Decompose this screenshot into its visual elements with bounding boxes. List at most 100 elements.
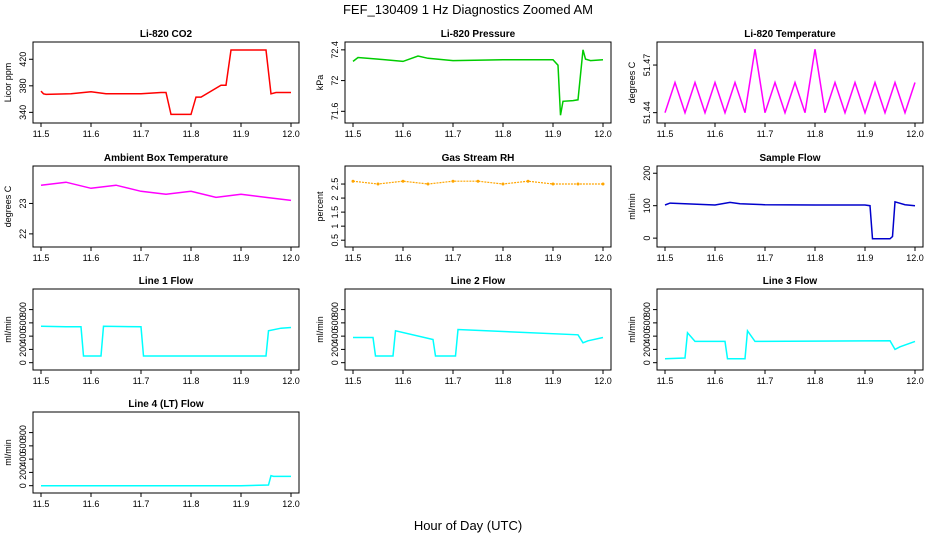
x-tick-label: 11.7	[133, 499, 150, 509]
x-tick-label: 11.5	[657, 129, 674, 139]
y-tick-label: 600	[642, 315, 652, 330]
y-tick-label: 0.5	[330, 234, 340, 247]
data-series	[353, 328, 604, 357]
y-tick-label: 400	[330, 329, 340, 344]
x-tick-label: 11.6	[83, 129, 100, 139]
x-tick-label: 11.6	[83, 253, 100, 263]
plot-frame	[32, 411, 300, 494]
y-tick-label: 800	[18, 302, 28, 317]
y-tick-label: 2.5	[330, 178, 340, 191]
data-series	[40, 325, 292, 357]
x-tick-label: 11.5	[345, 129, 362, 139]
x-tick-label: 12.0	[594, 253, 612, 263]
panel-8: Line 2 Flow 11.5 11.6 11.7 11.8 11.9 12.0 0 2004…	[315, 276, 612, 386]
plot-frame	[344, 288, 612, 371]
x-tick-label: 11.7	[445, 253, 462, 263]
y-tick-label: 800	[642, 302, 652, 317]
x-tick-label: 11.9	[857, 129, 874, 139]
panel-title: Li-820 Pressure	[441, 29, 516, 40]
x-tick-label: 12.0	[282, 253, 300, 263]
x-tick-label: 11.6	[83, 499, 100, 509]
x-tick-label: 11.9	[857, 253, 874, 263]
y-tick-label: 200	[642, 166, 652, 181]
panel-title: Line 1 Flow	[139, 276, 194, 287]
x-tick-label: 11.9	[233, 499, 250, 509]
y-tick-label: 800	[330, 302, 340, 317]
x-tick-label: 12.0	[282, 499, 300, 509]
x-tick-label: 11.9	[857, 376, 874, 386]
y-axis-label: percent	[315, 191, 325, 222]
y-tick-label: 420	[18, 52, 28, 67]
y-tick-label: 0	[642, 236, 652, 241]
panel-2: Li-820 Pressure 11.5 11.6 11.7 11.8 11.9 12.0 7…	[315, 29, 612, 139]
plot-frame	[656, 288, 924, 371]
y-tick-label: 1.5	[330, 206, 340, 219]
plot-frame	[32, 288, 300, 371]
plot-frame	[344, 41, 612, 124]
y-tick-label: 0	[18, 360, 28, 365]
y-tick-label: 51.47	[642, 54, 652, 77]
x-tick-label: 11.9	[545, 129, 562, 139]
panel-title: Ambient Box Temperature	[104, 153, 229, 164]
y-tick-label: 0	[330, 360, 340, 365]
x-tick-label: 11.8	[495, 129, 512, 139]
y-tick-label: 400	[642, 329, 652, 344]
y-axis-label: ml/min	[627, 193, 637, 220]
y-tick-label: 200	[18, 342, 28, 357]
y-axis-label: Licor ppm	[3, 63, 13, 103]
data-series	[664, 49, 916, 116]
panel-1: Li-820 CO2 11.5 11.6 11.7 11.8 11.9 12.0 340 380…	[3, 29, 300, 139]
x-tick-label: 11.6	[707, 376, 724, 386]
y-tick-label: 2	[330, 196, 340, 201]
y-tick-label: 600	[330, 315, 340, 330]
y-axis-label: ml/min	[627, 316, 637, 343]
x-tick-label: 11.8	[495, 376, 512, 386]
y-tick-label: 72.4	[330, 41, 340, 59]
panel-title: Line 2 Flow	[451, 276, 506, 287]
y-tick-label: 71.6	[330, 103, 340, 121]
data-series	[352, 49, 604, 116]
x-tick-label: 11.7	[757, 376, 774, 386]
panel-3: Li-820 Temperature 11.5 11.6 11.7 11.8 11.9 12…	[627, 29, 924, 139]
data-series	[664, 200, 916, 240]
x-tick-label: 11.7	[133, 129, 150, 139]
x-tick-label: 11.5	[33, 129, 50, 139]
y-tick-label: 0	[642, 360, 652, 365]
panel-title: Sample Flow	[759, 153, 820, 164]
data-point	[451, 179, 455, 183]
x-tick-label: 11.9	[233, 253, 250, 263]
x-tick-label: 11.7	[133, 253, 150, 263]
data-point	[376, 182, 380, 186]
x-tick-label: 11.5	[33, 376, 50, 386]
plot-frame	[344, 165, 612, 248]
data-point	[476, 179, 480, 183]
y-tick-label: 0	[18, 483, 28, 488]
x-tick-label: 11.8	[807, 253, 824, 263]
panel-6: Sample Flow 11.5 11.6 11.7 11.8 11.9 12.0 0 100 2…	[627, 153, 924, 263]
y-tick-label: 380	[18, 78, 28, 93]
x-tick-label: 11.7	[757, 253, 774, 263]
y-tick-label: 200	[642, 342, 652, 357]
y-tick-label: 340	[18, 105, 28, 120]
plot-frame	[32, 41, 300, 124]
data-series	[40, 181, 292, 202]
x-tick-label: 11.6	[395, 376, 412, 386]
x-tick-label: 11.8	[183, 253, 200, 263]
data-series	[40, 49, 291, 116]
x-tick-label: 12.0	[906, 253, 924, 263]
y-axis-label: degrees C	[3, 185, 13, 227]
x-tick-label: 11.5	[345, 376, 362, 386]
y-tick-label: 800	[18, 425, 28, 440]
y-tick-label: 600	[18, 315, 28, 330]
data-point	[551, 182, 555, 186]
x-tick-label: 12.0	[906, 129, 924, 139]
figure-title: FEF_130409 1 Hz Diagnostics Zoomed AM	[342, 2, 593, 17]
x-tick-label: 11.7	[445, 376, 462, 386]
x-tick-label: 11.9	[545, 376, 562, 386]
x-tick-label: 11.8	[807, 129, 824, 139]
y-axis-label: ml/min	[3, 439, 13, 466]
plot-frame	[32, 165, 300, 248]
y-tick-label: 600	[18, 438, 28, 453]
x-tick-label: 12.0	[906, 376, 924, 386]
